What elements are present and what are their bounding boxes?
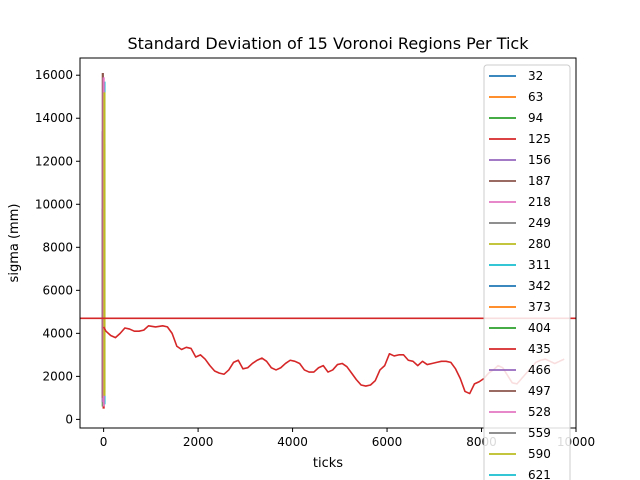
legend-label: 342 — [528, 279, 551, 293]
legend: 32 63 94 125 156 187 218 249 280 311 342 373 404 435 4… — [483, 64, 571, 480]
legend-label: 528 — [528, 405, 551, 419]
legend-label: 32 — [528, 69, 543, 83]
legend-label: 311 — [528, 258, 551, 272]
y-tick-label: 0 — [65, 412, 73, 426]
y-tick-label: 16000 — [35, 68, 73, 82]
y-axis-ticks: 0 2000 4000 6000 8000 10000 12000 14000 16000 — [35, 68, 80, 426]
y-tick-label: 10000 — [35, 197, 73, 211]
legend-label: 497 — [528, 384, 551, 398]
y-tick-label: 4000 — [42, 326, 73, 340]
y-tick-label: 14000 — [35, 111, 73, 125]
x-tick-label: 0 — [100, 435, 108, 449]
legend-label: 435 — [528, 342, 551, 356]
legend-label: 590 — [528, 447, 551, 461]
legend-label: 373 — [528, 300, 551, 314]
legend-box — [483, 64, 571, 480]
chart-title: Standard Deviation of 15 Voronoi Regions… — [128, 34, 530, 53]
y-tick-label: 6000 — [42, 283, 73, 297]
legend-label: 621 — [528, 468, 551, 480]
legend-label: 187 — [528, 174, 551, 188]
legend-label: 559 — [528, 426, 551, 440]
x-tick-label: 6000 — [372, 435, 403, 449]
x-tick-label: 2000 — [183, 435, 214, 449]
y-tick-label: 8000 — [42, 240, 73, 254]
legend-label: 249 — [528, 216, 551, 230]
legend-label: 125 — [528, 132, 551, 146]
legend-label: 63 — [528, 90, 543, 104]
y-tick-label: 2000 — [42, 369, 73, 383]
y-tick-label: 12000 — [35, 154, 73, 168]
spike-lines — [101, 73, 106, 409]
legend-label: 466 — [528, 363, 551, 377]
y-axis-label: sigma (mm) — [7, 204, 22, 283]
legend-label: 280 — [528, 237, 551, 251]
legend-label: 156 — [528, 153, 551, 167]
plot-frame — [79, 57, 577, 429]
x-axis-label: ticks — [313, 456, 343, 471]
legend-label: 404 — [528, 321, 551, 335]
x-tick-label: 4000 — [277, 435, 308, 449]
legend-label: 94 — [528, 111, 543, 125]
legend-label: 218 — [528, 195, 551, 209]
